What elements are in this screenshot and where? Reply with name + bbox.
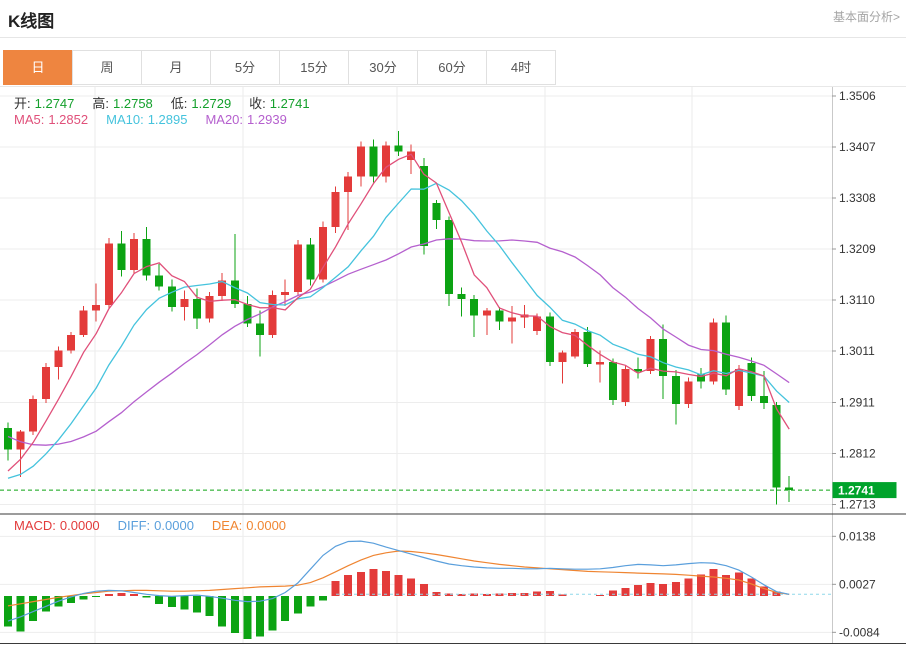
tab-month[interactable]: 月 <box>141 50 211 85</box>
svg-text:1.3407: 1.3407 <box>839 140 876 154</box>
diff-line <box>7 540 790 622</box>
kline-chart-canvas[interactable]: 1.3506 1.3407 1.3308 1.3209 1.3110 1.3011 1.29… <box>0 87 906 646</box>
tab-4hour[interactable]: 4时 <box>486 50 556 85</box>
period-tabs: 日周月 5分 15分 30分 60分 4时 <box>3 50 556 85</box>
svg-text:1.2812: 1.2812 <box>839 447 876 461</box>
svg-text:1.2713: 1.2713 <box>839 498 876 512</box>
tab-day[interactable]: 日 <box>3 50 73 85</box>
svg-text:1.2911: 1.2911 <box>839 396 875 410</box>
tab-week[interactable]: 周 <box>72 50 142 85</box>
chart-area: 1.3506 1.3407 1.3308 1.3209 1.3110 1.3011 1.29… <box>0 86 906 645</box>
tab-30min[interactable]: 30分 <box>348 50 418 85</box>
tab-15min[interactable]: 15分 <box>279 50 349 85</box>
svg-text:1.3209: 1.3209 <box>839 242 876 256</box>
ma10-line <box>7 182 790 479</box>
panel-header: K线图 基本面分析> <box>0 0 906 38</box>
grid-layer <box>0 87 832 644</box>
fundamental-analysis-link[interactable]: 基本面分析> <box>832 10 900 24</box>
svg-text:0.0138: 0.0138 <box>839 529 876 543</box>
svg-text:0.0027: 0.0027 <box>839 577 876 591</box>
ma20-line <box>7 238 790 446</box>
price-axis-labels: 1.3506 1.3407 1.3308 1.3209 1.3110 1.3011 1.29… <box>832 89 880 639</box>
svg-text:1.3308: 1.3308 <box>839 191 876 205</box>
svg-text:1.2741: 1.2741 <box>838 484 875 498</box>
current-price-badge: 1.2741 <box>832 482 897 499</box>
macd-histogram <box>4 569 781 640</box>
page-title: K线图 <box>8 12 55 31</box>
candles-layer <box>4 131 794 505</box>
svg-text:1.3110: 1.3110 <box>839 293 875 307</box>
svg-text:1.3011: 1.3011 <box>839 344 875 358</box>
svg-text:-0.0084: -0.0084 <box>839 625 880 639</box>
axis-frame <box>0 87 906 644</box>
tab-60min[interactable]: 60分 <box>417 50 487 85</box>
svg-text:1.3506: 1.3506 <box>839 89 876 103</box>
ma5-line <box>7 153 790 472</box>
tab-5min[interactable]: 5分 <box>210 50 280 85</box>
